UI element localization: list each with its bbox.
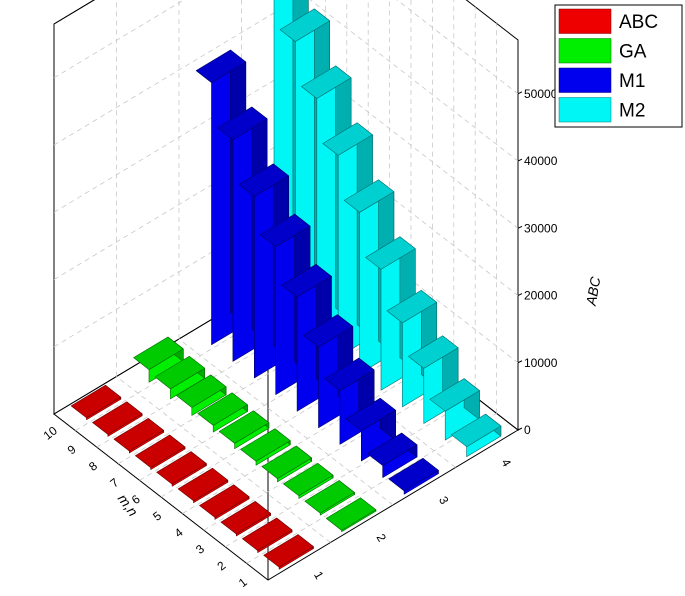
bar-abc-2	[242, 517, 293, 553]
z-tick-mark	[517, 91, 523, 95]
bar-m1-3	[345, 397, 396, 462]
z-tick-mark	[517, 293, 523, 296]
x-tick-label: 10	[41, 423, 60, 442]
z-tick-mark	[517, 225, 523, 229]
bar-m1-2	[366, 432, 418, 478]
z-tick-mark	[517, 158, 523, 162]
z-tick-label: 40000	[524, 154, 558, 168]
z-tick-label: 0	[524, 423, 531, 437]
bar-ga-4	[261, 445, 313, 483]
bars	[70, 0, 502, 570]
z-tick-label: 20000	[524, 289, 558, 303]
legend-swatch	[558, 8, 612, 34]
legend-swatch	[558, 38, 612, 64]
y-gridline-floor	[178, 338, 394, 506]
bar-abc-7	[135, 434, 186, 470]
y-gridline-floor	[116, 376, 331, 543]
y-tick-label: 4	[498, 456, 514, 469]
z-tick-label: 50000	[524, 87, 558, 101]
legend-entry: M1	[619, 71, 645, 92]
bar-m2-2	[429, 378, 480, 441]
bar-ga-7	[197, 392, 248, 433]
bar-ga-3	[283, 462, 334, 499]
bar-abc-1	[263, 534, 314, 570]
z-tick-mark	[517, 427, 523, 431]
x-tick-label: 5	[150, 508, 164, 523]
bar-abc-3	[220, 501, 271, 537]
legend-entry: ABC	[619, 12, 658, 33]
bar-ga-2	[304, 480, 355, 516]
legend: ABC GA M1 M2	[554, 4, 683, 128]
y-tick-label: 3	[436, 494, 452, 507]
bar-ga-8	[176, 374, 227, 416]
y-tick-label: 2	[373, 531, 389, 544]
bar-ga-1	[325, 497, 377, 533]
bar-abc-10	[70, 384, 122, 421]
x-tick-label: 7	[107, 475, 121, 490]
bar-ga-6	[218, 410, 270, 450]
z-gridline	[53, 0, 519, 162]
bar-abc-8	[113, 418, 164, 454]
bar-abc-4	[199, 484, 250, 520]
x-tick-label: 9	[65, 442, 79, 457]
x-axis-title: m,n	[115, 491, 142, 519]
bar-ga-5	[240, 428, 291, 466]
legend-swatch	[558, 67, 612, 93]
bar-abc-6	[156, 451, 207, 487]
legend-entry: GA	[619, 42, 647, 63]
legend-entry: M2	[619, 101, 645, 122]
bar-m2-1	[450, 413, 502, 458]
z-gridline	[53, 0, 519, 95]
y-tick-label: 1	[311, 569, 327, 582]
x-tick-label: 3	[193, 542, 207, 557]
z-tick-label: 30000	[524, 221, 558, 235]
bar-abc-9	[92, 401, 143, 437]
z-tick-label: 10000	[524, 356, 558, 370]
bar-m1-1	[388, 457, 439, 495]
z-tick-mark	[517, 360, 523, 364]
bar-abc-5	[177, 467, 229, 504]
x-tick-label: 2	[214, 558, 228, 573]
x-tick-label: 4	[172, 525, 186, 540]
bar-ga-9	[154, 355, 205, 400]
x-tick-label: 8	[86, 459, 100, 474]
x-tick-label: 1	[236, 575, 250, 590]
legend-swatch	[558, 97, 612, 123]
z-axis-title: ABC	[583, 275, 604, 308]
